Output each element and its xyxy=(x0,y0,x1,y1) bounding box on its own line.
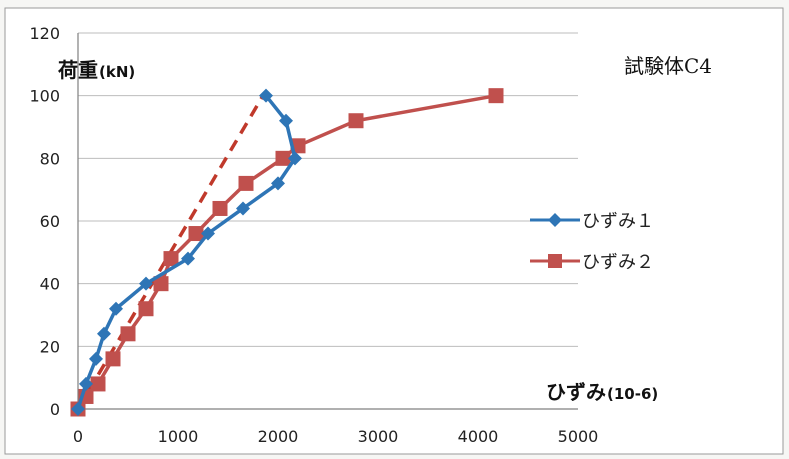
series-2-point xyxy=(105,351,121,367)
series-2 xyxy=(70,88,504,417)
series-1-point xyxy=(288,151,302,166)
series-2-point xyxy=(120,326,136,342)
series-1-point xyxy=(236,201,250,216)
legend-label-series-2: ひずみ２ xyxy=(582,252,654,273)
tick-labels: 0 20 40 60 80 100 120 0 1000 2000 3000 4000 5000 xyxy=(29,24,598,446)
series-2-point xyxy=(238,175,254,191)
series-1-point xyxy=(181,251,195,266)
x-axis-label: ひずみ(10-6) xyxy=(546,380,658,404)
series-1-point xyxy=(201,226,215,241)
legend: ひずみ１ ひずみ２ xyxy=(530,211,654,273)
series-2-point xyxy=(90,376,106,392)
y-tick-label: 80 xyxy=(40,149,60,168)
x-tick-label: 5000 xyxy=(558,427,599,446)
y-tick-label: 0 xyxy=(50,400,60,419)
series-1-point xyxy=(71,402,85,416)
series-2-point xyxy=(153,276,169,292)
series-1-point xyxy=(271,176,285,191)
series-layer xyxy=(70,88,504,417)
y-tick-label: 100 xyxy=(29,87,60,106)
series-1-point xyxy=(279,113,293,128)
legend-label-series-1: ひずみ１ xyxy=(582,211,654,232)
series-1-point xyxy=(89,351,103,366)
legend-marker-series-1 xyxy=(548,213,562,227)
series-1-point xyxy=(109,301,123,316)
series-1 xyxy=(71,88,302,416)
series-2-point xyxy=(163,251,179,267)
series-2-point xyxy=(488,88,504,104)
y-tick-label: 40 xyxy=(40,275,60,294)
x-tick-label: 2000 xyxy=(258,427,299,446)
series-1-point xyxy=(97,326,111,341)
legend-item-series-2: ひずみ２ xyxy=(530,252,654,273)
x-tick-label: 3000 xyxy=(358,427,399,446)
y-tick-label: 60 xyxy=(40,212,60,231)
legend-marker-series-2 xyxy=(548,254,562,268)
x-tick-label: 1000 xyxy=(158,427,199,446)
y-tick-label: 20 xyxy=(40,337,60,356)
legend-item-series-1: ひずみ１ xyxy=(530,211,654,232)
x-tick-label: 4000 xyxy=(458,427,499,446)
series-1-point xyxy=(259,88,273,103)
chart-title: 試験体C4 xyxy=(624,54,712,78)
series-2-point xyxy=(188,226,204,242)
chart-frame xyxy=(4,7,784,455)
series-2-point xyxy=(138,301,154,317)
axes xyxy=(77,33,578,410)
series-2-point xyxy=(275,150,291,166)
series-1-point xyxy=(139,276,153,291)
y-tick-label: 120 xyxy=(29,24,60,43)
series-2-point xyxy=(348,113,364,129)
y-axis-label: 荷重(kN) xyxy=(58,58,135,82)
series-1-point xyxy=(79,376,93,391)
x-tick-label: 0 xyxy=(73,427,83,446)
series-2-point xyxy=(212,200,228,216)
